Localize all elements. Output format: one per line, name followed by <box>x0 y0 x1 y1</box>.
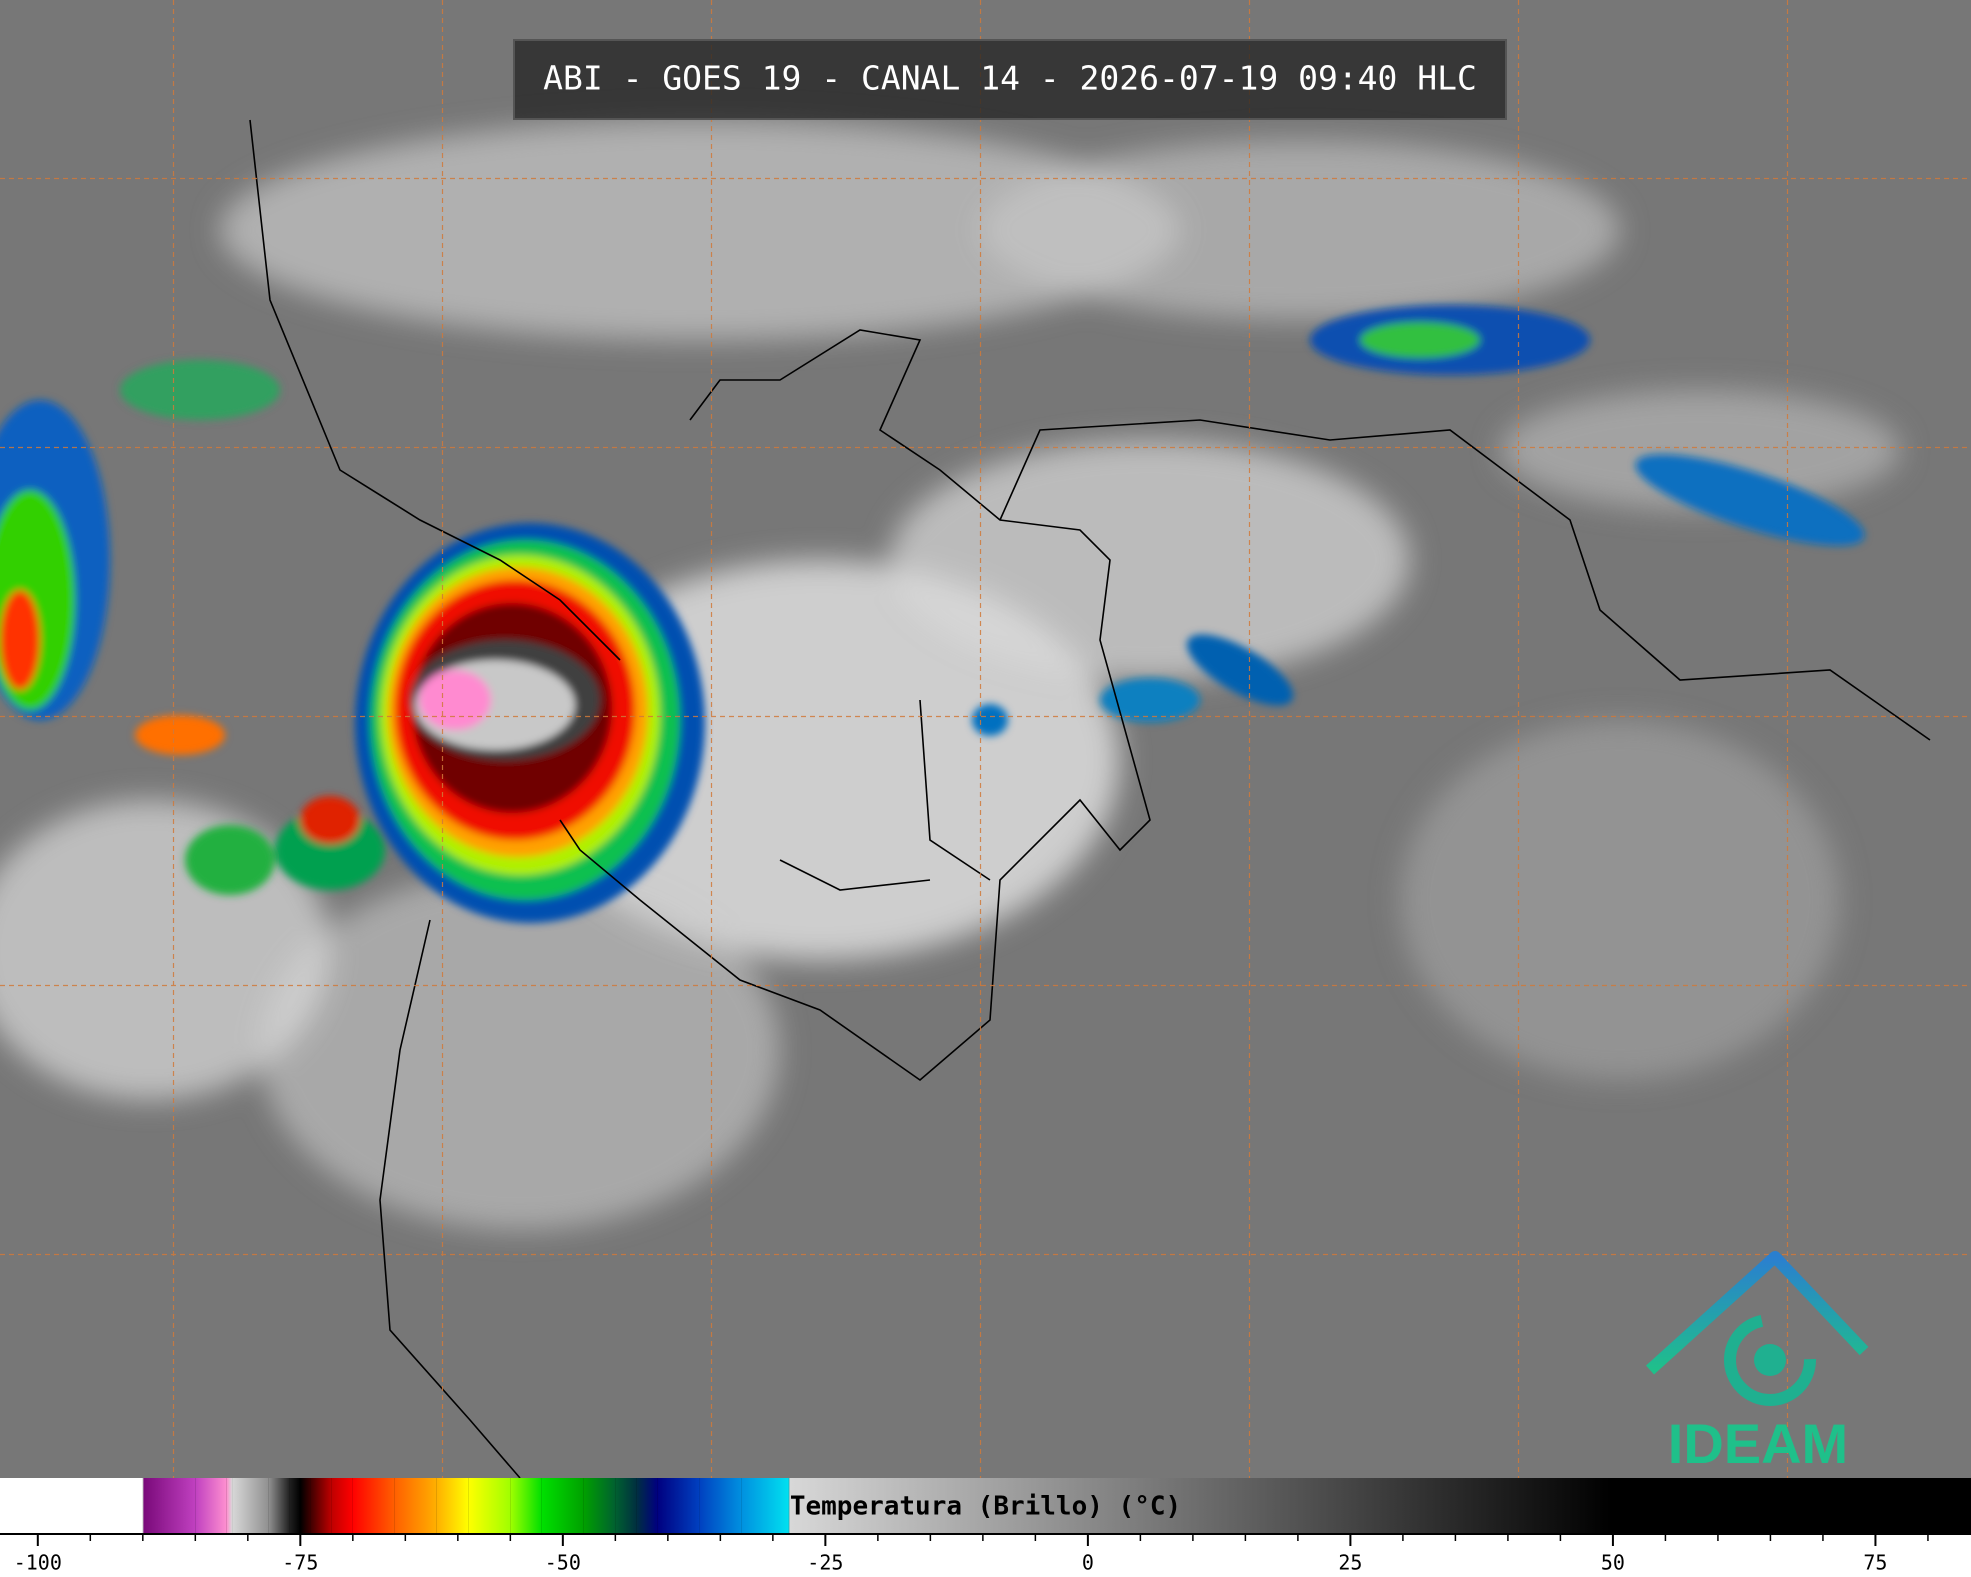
colorbar-segment <box>310 1478 332 1534</box>
colorbar-segment <box>436 1478 469 1534</box>
colorbar-segment <box>268 1478 290 1534</box>
colorbar-segment <box>143 1478 196 1534</box>
colorbar-segment <box>615 1478 637 1534</box>
tick-label: 0 <box>1082 1551 1094 1575</box>
colorbar-segment <box>1612 1478 1971 1534</box>
colorbar-segment <box>352 1478 395 1534</box>
colorbar-segment <box>142 1478 144 1534</box>
colorbar-label: Temperatura (Brillo) (°C) <box>790 1492 1181 1522</box>
colorbar-segment <box>699 1478 742 1534</box>
colorbar-segment <box>226 1478 233 1534</box>
colorbar-segment <box>583 1478 616 1534</box>
title-box <box>513 39 1507 120</box>
tick-label: 50 <box>1601 1551 1625 1575</box>
colorbar-segment <box>510 1478 542 1534</box>
logo: IDEAM <box>1645 1251 1869 1475</box>
logo-text: IDEAM <box>1668 1412 1848 1475</box>
colorbar-segment <box>394 1478 437 1534</box>
colorbar-segment <box>789 1478 1613 1534</box>
imagery <box>0 0 1971 1479</box>
colorbar-segment <box>741 1478 789 1534</box>
tick-label: -50 <box>545 1551 581 1575</box>
title: ABI - GOES 19 - CANAL 14 - 2026-07-19 09… <box>543 59 1477 98</box>
tick-label: -75 <box>282 1551 318 1575</box>
colorbar-segment <box>289 1478 301 1534</box>
colorbar-segment <box>788 1478 790 1534</box>
colorbar-segment <box>0 1478 143 1534</box>
colorbar-segment <box>300 1478 311 1534</box>
colorbar-segment <box>468 1478 511 1534</box>
tick-label: -100 <box>14 1551 62 1575</box>
colorbar-segment <box>331 1478 353 1534</box>
tick-label: 75 <box>1863 1551 1887 1575</box>
colorbar-segment <box>636 1478 658 1534</box>
colorbar: Temperatura (Brillo) (°C) -100 -75 -50 -25 0 2… <box>0 1478 1971 1575</box>
tick-label: 25 <box>1338 1551 1362 1575</box>
tick-label: -25 <box>807 1551 843 1575</box>
colorbar-segment <box>541 1478 584 1534</box>
colorbar-segment <box>657 1478 700 1534</box>
colorbar-segment <box>232 1478 269 1534</box>
colorbar-segment <box>195 1478 227 1534</box>
